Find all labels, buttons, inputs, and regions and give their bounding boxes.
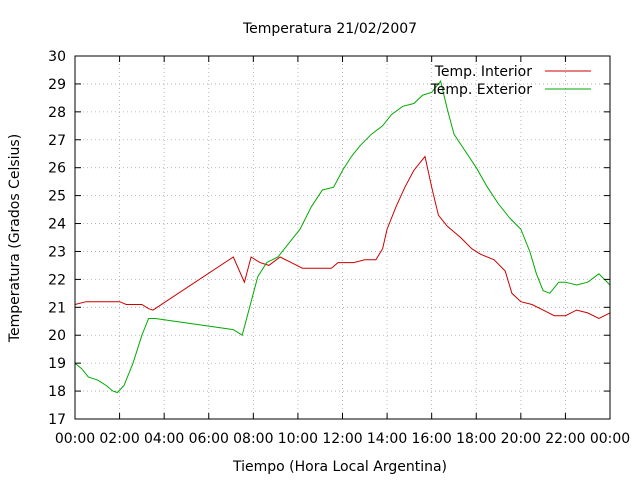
chart-title: Temperatura 21/02/2007: [242, 21, 417, 37]
legend-label-1: Temp. Interior: [434, 64, 533, 80]
y-tick-label: 22: [48, 272, 66, 288]
y-tick-label: 27: [48, 133, 66, 149]
y-tick-label: 17: [48, 412, 66, 428]
x-tick-label: 10:00: [278, 431, 318, 447]
series-lines: [74, 79, 611, 394]
x-axis-label: Tiempo (Hora Local Argentina): [232, 459, 447, 475]
y-tick-label: 20: [48, 328, 66, 344]
legend-label-2: Temp. Exterior: [430, 82, 533, 98]
x-tick-label: 14:00: [367, 431, 407, 447]
x-tick-label: 12:00: [322, 431, 362, 447]
x-tick-label: 16:00: [411, 431, 451, 447]
x-tick-label: 22:00: [545, 431, 585, 447]
x-tick-label: 06:00: [189, 431, 229, 447]
y-tick-label: 23: [48, 244, 66, 260]
y-tick-label: 28: [48, 105, 66, 121]
legend: Temp. Interior Temp. Exterior: [430, 64, 591, 98]
x-tick-label: 08:00: [233, 431, 273, 447]
axis-ticks: 00:00 02:00 04:00 06:00 08:00 10:00 12:00 14:00…: [48, 49, 630, 447]
x-tick-label: 04:00: [144, 431, 184, 447]
series-line-2: [74, 79, 611, 394]
x-tick-label: 00:00: [55, 431, 95, 447]
y-axis-label: Temperatura (Grados Celsius): [7, 134, 23, 343]
x-tick-label: 18:00: [456, 431, 496, 447]
grid: [75, 56, 610, 419]
x-tick-label: 00:00: [590, 431, 630, 447]
series-line-1: [74, 155, 611, 320]
y-tick-label: 29: [48, 77, 66, 93]
y-tick-label: 30: [48, 49, 66, 65]
y-tick-label: 25: [48, 189, 66, 205]
y-tick-label: 24: [48, 217, 66, 233]
y-tick-label: 18: [48, 384, 66, 400]
x-tick-label: 02:00: [99, 431, 139, 447]
y-tick-label: 21: [48, 300, 66, 316]
y-tick-label: 19: [48, 356, 66, 372]
y-tick-label: 26: [48, 161, 66, 177]
x-tick-label: 20:00: [501, 431, 541, 447]
